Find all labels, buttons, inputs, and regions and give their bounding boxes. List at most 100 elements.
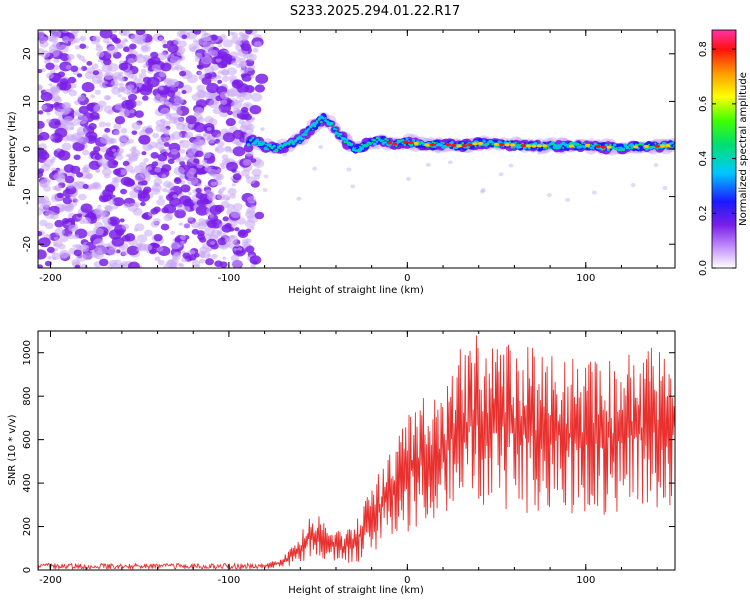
spectrogram-noise-blob	[94, 221, 103, 229]
spectrogram-noise-blob	[254, 211, 265, 220]
spectrogram-hotspot	[472, 142, 478, 146]
spectrogram-noise-blob	[40, 104, 48, 111]
spectrogram-ridge-cell	[277, 145, 280, 148]
spectrogram-noise-blob	[61, 203, 71, 212]
spectrogram-noise-blob	[196, 84, 205, 92]
spectrogram-ridge-cell	[546, 144, 550, 148]
spectrogram-noise-blob	[220, 99, 228, 105]
spectrogram-noise-blob	[62, 196, 73, 205]
spectrogram-noise-blob	[187, 191, 192, 196]
spectrogram-noise-blob	[38, 168, 45, 174]
spectrogram-ridge-cell	[540, 142, 543, 145]
spectrogram-noise-blob	[70, 165, 81, 174]
spectrogram-noise-blob	[239, 91, 246, 97]
spectrogram-noise-blob	[158, 71, 167, 78]
spectrogram-noise-blob	[79, 35, 87, 42]
spectrogram-noise-blob	[225, 146, 232, 151]
spectrogram-noise-blob	[44, 222, 54, 230]
spectrogram-noise-blob	[191, 259, 201, 267]
spectrogram-noise-blob	[179, 234, 187, 241]
spectrogram-ridge-cell	[371, 142, 374, 144]
spectrogram-noise-blob	[80, 263, 89, 268]
spectrogram-noise-blob	[178, 40, 187, 48]
spectrogram-ridge-cell	[380, 140, 383, 143]
spectrogram-ridge-cell	[568, 142, 571, 145]
spectrogram-noise-blob	[38, 120, 45, 129]
spectrogram-hotspot	[606, 145, 612, 149]
spectrogram-ridge-cell	[577, 142, 580, 146]
spectrogram-noise-blob	[173, 96, 184, 105]
spectrogram-ridge-cell	[283, 144, 287, 147]
spectrogram-noise-blob	[447, 160, 453, 165]
spectrogram-noise-blob	[282, 152, 288, 157]
spectrogram-noise-blob	[216, 133, 226, 141]
spectrogram-noise-blob	[191, 93, 201, 102]
spectrogram-ridge-cell	[630, 147, 634, 150]
spectrogram-noise-blob	[167, 43, 179, 53]
spectrogram-ridge-cell	[649, 145, 653, 149]
spectrogram-ridge-cell	[465, 146, 469, 149]
spectrogram-ridge-cell	[405, 137, 409, 141]
spectrogram-hotspot	[542, 144, 548, 148]
spectrogram-noise-blob	[162, 127, 170, 134]
spectrogram-ridge-cell	[617, 146, 620, 149]
spectrogram-noise-blob	[76, 126, 88, 136]
spectrogram-ridge-cell	[418, 141, 422, 144]
spectrogram-ridge-cell	[382, 139, 385, 142]
spectrogram-noise-blob	[57, 150, 71, 161]
snr-xtick-label: 100	[576, 575, 595, 586]
spectrogram-hotspot	[584, 143, 591, 147]
spectrogram-noise-blob	[188, 254, 197, 261]
spectrogram-noise-blob	[139, 85, 153, 96]
colorbar-tick-label: 0.0	[698, 260, 709, 276]
spectrogram-ridge-cell	[566, 145, 569, 149]
spectrogram-noise-blob	[255, 73, 269, 84]
spectrogram-noise-blob	[54, 120, 61, 126]
spectrogram-ridge-cell	[403, 143, 407, 146]
spectrogram-noise-blob	[106, 45, 118, 55]
spectrogram-noise-blob	[144, 127, 154, 135]
spectrogram-ridge-cell	[431, 141, 434, 144]
spectrogram-noise-blob	[229, 193, 236, 199]
spectrogram-noise-blob	[221, 232, 227, 238]
spectrogram-noise-blob	[71, 259, 80, 266]
snr-content	[38, 335, 675, 570]
spectrogram-ridge-cell	[617, 148, 621, 152]
spectrogram-noise-blob	[111, 236, 125, 247]
spectrogram-noise-blob	[199, 236, 207, 243]
spectrogram-noise-blob	[170, 241, 181, 250]
spectrogram-noise-blob	[214, 145, 225, 154]
spectrogram-noise-blob	[162, 43, 169, 49]
spectrogram-noise-blob	[197, 222, 207, 230]
spectrogram-noise-blob	[546, 193, 552, 198]
spectrogram-xlabel: Height of straight line (km)	[288, 285, 424, 296]
spectrogram-noise-blob	[204, 50, 212, 57]
spectrogram-noise-blob	[38, 151, 50, 160]
spectrogram-noise-blob	[167, 158, 175, 165]
spectrogram-noise-blob	[107, 247, 118, 256]
spectrogram-noise-blob	[101, 133, 109, 139]
spectrogram-noise-blob	[136, 234, 148, 243]
spectrogram-noise-blob	[84, 244, 89, 249]
spectrogram-noise-blob	[121, 249, 129, 256]
spectrogram-noise-blob	[113, 123, 122, 130]
spectrogram-noise-blob	[116, 43, 124, 50]
spectrogram-noise-blob	[250, 204, 257, 210]
spectrogram-ridge-cell	[261, 141, 266, 145]
spectrogram-noise-blob	[199, 139, 205, 144]
spectrogram-hotspot	[451, 143, 457, 147]
spectrogram-noise-blob	[56, 192, 64, 199]
spectrogram-ridge-cell	[639, 143, 642, 146]
spectrogram-noise-blob	[172, 254, 179, 260]
spectrogram-noise-blob	[195, 150, 204, 158]
spectrogram-noise-blob	[157, 259, 165, 266]
spectrogram-ridge-cell	[450, 141, 454, 145]
spectrogram-noise-blob	[251, 168, 262, 177]
spectrogram-ridge-cell	[581, 142, 584, 145]
spectrogram-ridge-cell	[506, 141, 509, 144]
spectrogram-noise-blob	[118, 62, 129, 71]
spectrogram-noise-blob	[215, 180, 223, 186]
spectrogram-ridge-cell	[654, 142, 657, 145]
spectrogram-noise-blob	[196, 64, 202, 69]
spectrogram-noise-blob	[153, 234, 163, 242]
